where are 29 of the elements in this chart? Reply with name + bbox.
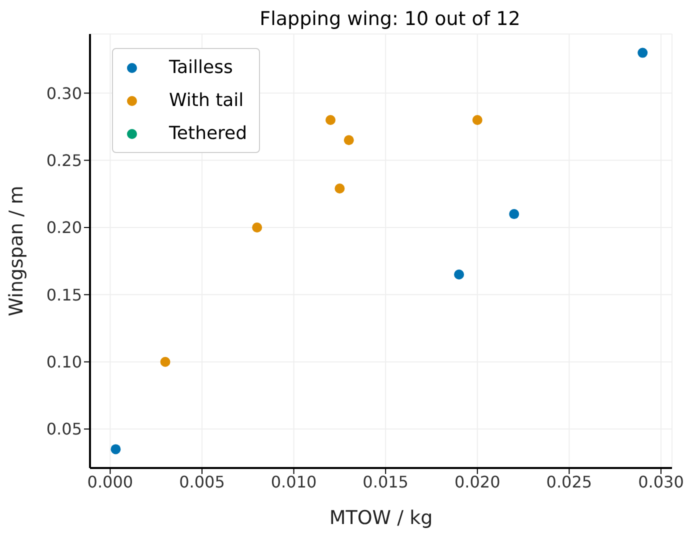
x-tick-label: 0.025	[546, 472, 592, 492]
y-tick-label: 0.25	[46, 150, 82, 170]
point	[160, 356, 170, 367]
point	[334, 184, 345, 194]
point	[472, 114, 482, 125]
point	[326, 114, 336, 125]
y-tick-label: 0.05	[46, 420, 82, 439]
y-tick-label: 0.20	[46, 218, 82, 238]
y-tick-label: 0.15	[46, 285, 82, 304]
x-tick-label: 0.015	[362, 472, 408, 492]
point	[638, 48, 648, 58]
chart-title: Flapping wing: 10 out of 12	[258, 8, 522, 30]
point	[509, 209, 520, 220]
point	[252, 222, 262, 232]
point	[454, 270, 464, 280]
point	[110, 444, 121, 454]
y-axis-title: Wingspan / m	[6, 186, 28, 316]
point	[344, 135, 354, 146]
y-tick-label: 0.10	[46, 352, 82, 372]
x-tick-label: 0.010	[270, 472, 317, 492]
x-tick-label: 0.000	[87, 472, 134, 492]
legend-label: Tailless	[169, 56, 233, 80]
x-tick-label: 0.005	[179, 472, 225, 492]
legend-label: Tethered	[169, 122, 248, 146]
x-tick-label: 0.020	[454, 472, 500, 492]
legend-label: With tail	[169, 89, 244, 113]
x-axis-title: MTOW / kg	[329, 507, 433, 529]
y-tick-label: 0.30	[46, 84, 82, 103]
x-tick-label: 0.030	[638, 472, 684, 492]
